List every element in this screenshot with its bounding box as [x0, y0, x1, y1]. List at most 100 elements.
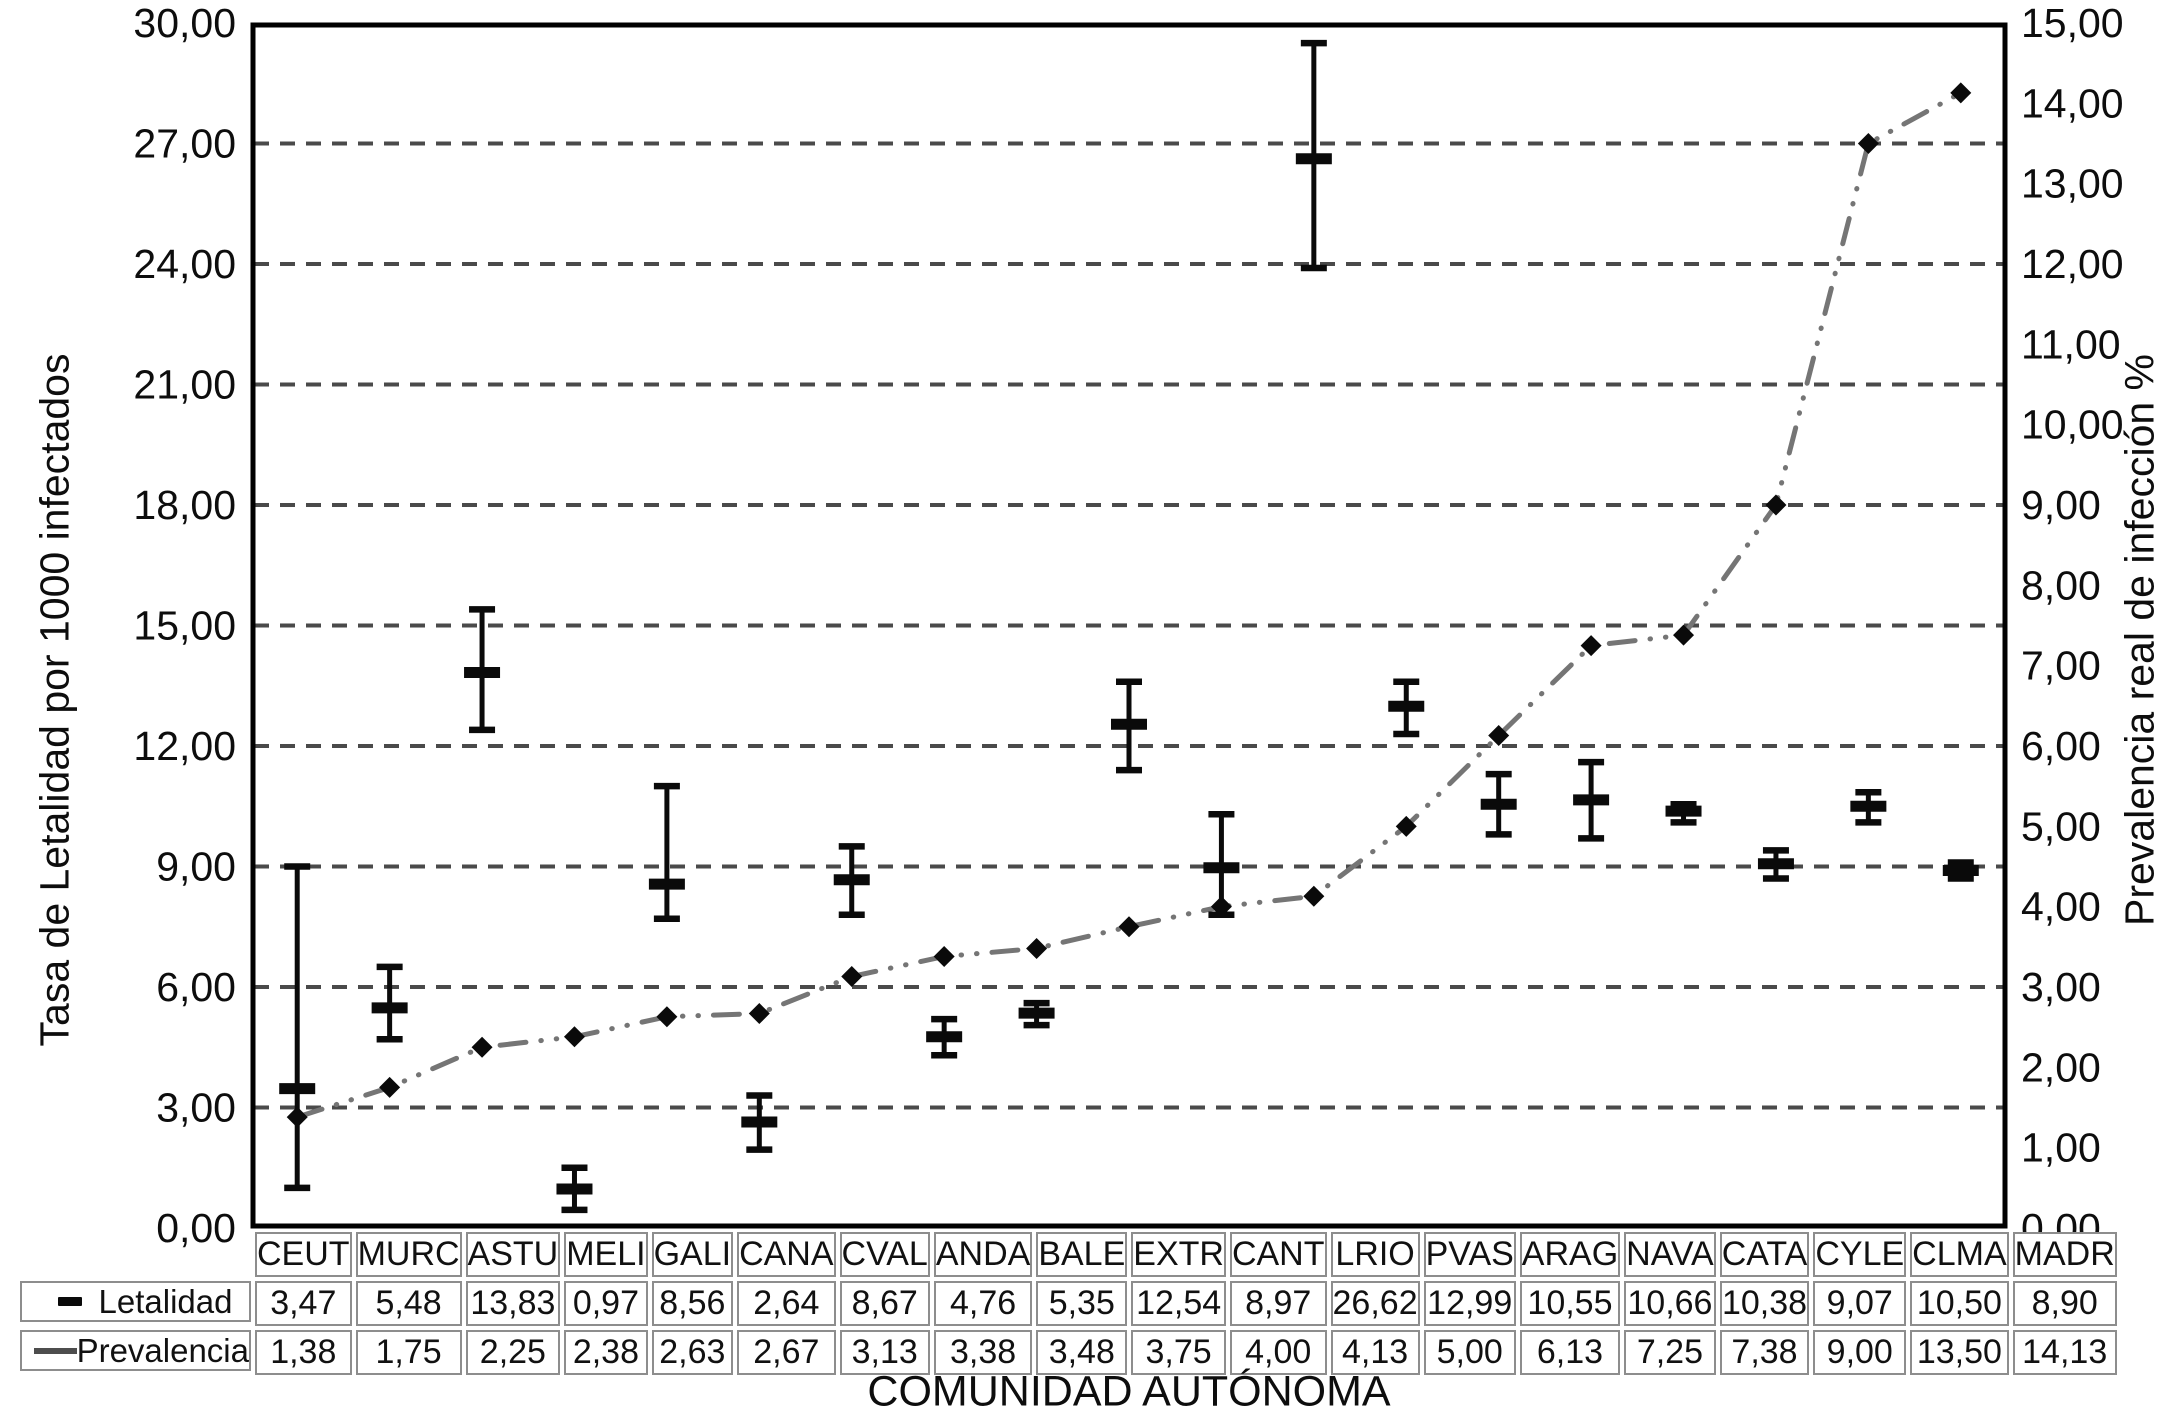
table-header-PVAS: PVAS: [1423, 1232, 1516, 1277]
table-header-MURC: MURC: [355, 1232, 462, 1277]
prevalencia-diamond-marker: [1950, 82, 1972, 104]
plot-border: [250, 22, 2008, 1229]
right-axis-tick-label: 11,00: [2021, 321, 2121, 367]
prevalencia-diamond-marker: [656, 1006, 678, 1028]
table-header-ASTU: ASTU: [465, 1232, 561, 1277]
right-axis-tick-label: 4,00: [2021, 884, 2101, 930]
table-value-prevalencia-GALI: 2,63: [651, 1330, 734, 1375]
left-axis-tick-label: 9,00: [156, 844, 236, 890]
prevalencia-line-diamond-dots-icon: [34, 1347, 77, 1354]
legend-label-letalidad: Letalidad: [98, 1282, 233, 1320]
table-value-letalidad-ASTU: 13,83: [465, 1281, 561, 1326]
left-axis-tick-label: 12,00: [133, 723, 236, 769]
letalidad-errorbar-BALE: [1018, 999, 1055, 1029]
left-axis-tick-label: 21,00: [133, 362, 236, 408]
table-header-CANT: CANT: [1229, 1232, 1327, 1277]
table-value-letalidad-PVAS: 12,99: [1423, 1281, 1516, 1326]
letalidad-errorbar-PVAS: [1388, 678, 1425, 738]
right-axis-title: Prevalencia real de infección %: [2116, 353, 2163, 927]
left-axis-tick-label: 30,00: [133, 0, 236, 46]
prevalencia-diamond-marker: [1488, 725, 1510, 747]
prevalencia-diamond-marker: [379, 1076, 401, 1098]
table-value-prevalencia-ARAG: 6,13: [1519, 1330, 1621, 1375]
data-table: CEUT MURC ASTU MELI GALI CANA CVAL ANDA BALE EXTR…: [20, 1232, 2117, 1375]
table-value-prevalencia-PVAS: 5,00: [1423, 1330, 1516, 1375]
right-axis-tick-label: 1,00: [2021, 1125, 2101, 1171]
letalidad-errorbar-GALI: [648, 782, 685, 922]
table-value-prevalencia-ANDA: 3,38: [933, 1330, 1033, 1375]
table-value-letalidad-LRIO: 26,62: [1330, 1281, 1420, 1326]
prevalencia-diamond-marker: [1118, 916, 1140, 938]
table-header-LRIO: LRIO: [1330, 1232, 1420, 1277]
table-value-letalidad-MELI: 0,97: [564, 1281, 648, 1326]
table-value-letalidad-GALI: 8,56: [651, 1281, 734, 1326]
table-header-CYLE: CYLE: [1813, 1232, 1907, 1277]
table-value-prevalencia-EXTR: 3,75: [1131, 1330, 1226, 1375]
prevalencia-diamond-marker: [1210, 896, 1232, 918]
table-value-letalidad-ANDA: 4,76: [933, 1281, 1033, 1326]
right-axis-tick-label: 10,00: [2021, 402, 2124, 448]
right-axis-tick-label: 13,00: [2021, 161, 2124, 207]
prevalencia-line: [294, 90, 1964, 1120]
prevalencia-diamond-marker: [1395, 815, 1417, 837]
legend-cell-letalidad: Letalidad: [20, 1281, 251, 1322]
table-value-prevalencia-BALE: 3,48: [1036, 1330, 1128, 1375]
letalidad-errorbar-MELI: [556, 1164, 593, 1214]
table-value-letalidad-CYLE: 9,07: [1813, 1281, 1907, 1326]
table-value-prevalencia-MURC: 1,75: [355, 1330, 462, 1375]
table-header-CVAL: CVAL: [839, 1232, 930, 1277]
letalidad-errorbar-CVAL: [833, 843, 870, 918]
right-axis-tick-label: 5,00: [2021, 803, 2101, 849]
table-value-letalidad-NAVA: 10,66: [1624, 1281, 1716, 1326]
letalidad-errorbar-NAVA: [1573, 758, 1610, 842]
right-axis-tick-label: 15,00: [2021, 0, 2124, 46]
prevalencia-diamond-marker: [1673, 624, 1695, 646]
prevalencia-diamond-marker: [748, 1003, 770, 1025]
table-value-letalidad-CANT: 8,97: [1229, 1281, 1327, 1326]
table-value-prevalencia-CANA: 2,67: [737, 1330, 836, 1375]
table-value-letalidad-BALE: 5,35: [1036, 1281, 1128, 1326]
left-axis-tick-label: 3,00: [156, 1085, 236, 1131]
table-value-letalidad-CEUT: 3,47: [255, 1281, 352, 1326]
table-value-prevalencia-CYLE: 9,00: [1813, 1330, 1907, 1375]
table-value-letalidad-CVAL: 8,67: [839, 1281, 930, 1326]
left-axis-title: Tasa de Letalidad por 1000 infectados: [31, 353, 78, 1047]
table-header-ANDA: ANDA: [933, 1232, 1033, 1277]
right-axis-tick-label: 9,00: [2021, 482, 2101, 528]
table-header-GALI: GALI: [651, 1232, 734, 1277]
prevalencia-diamond-marker: [1857, 133, 1879, 154]
letalidad-errorbar-CATA: [1665, 800, 1702, 826]
table-value-prevalencia-NAVA: 7,25: [1624, 1330, 1716, 1375]
table-header-MADR: MADR: [2012, 1232, 2117, 1277]
right-axis-tick-label: 12,00: [2021, 241, 2124, 287]
table-header-ARAG: ARAG: [1519, 1232, 1621, 1277]
letalidad-errorbar-CANA: [741, 1092, 778, 1153]
right-axis-tick-label: 6,00: [2021, 723, 2101, 769]
table-header-CANA: CANA: [737, 1232, 836, 1277]
letalidad-errorbar-ARAG: [1480, 770, 1517, 838]
right-axis-tick-label: 8,00: [2021, 562, 2101, 608]
table-value-letalidad-CLMA: 10,50: [1910, 1281, 2009, 1326]
right-axis-tick-label: 2,00: [2021, 1044, 2101, 1090]
left-axis-tick-label: 27,00: [133, 121, 236, 167]
table-value-letalidad-CATA: 10,38: [1719, 1281, 1810, 1326]
table-value-letalidad-CANA: 2,64: [737, 1281, 836, 1326]
table-value-letalidad-ARAG: 10,55: [1519, 1281, 1621, 1326]
prevalencia-diamond-marker: [563, 1026, 585, 1048]
legend-label-prevalencia: Prevalencia: [76, 1331, 249, 1369]
letalidad-errorbar-ASTU: [464, 606, 501, 734]
left-axis-tick-label: 15,00: [133, 603, 236, 649]
prevalencia-diamond-marker: [841, 966, 863, 988]
letalidad-errorbar-MURC: [371, 963, 408, 1043]
table-value-letalidad-MADR: 8,90: [2012, 1281, 2117, 1326]
table-value-letalidad-EXTR: 12,54: [1131, 1281, 1226, 1326]
table-value-prevalencia-CVAL: 3,13: [839, 1330, 930, 1375]
prevalencia-diamond-marker: [471, 1036, 493, 1058]
legend-cell-prevalencia: Prevalencia: [20, 1330, 251, 1371]
table-value-prevalencia-LRIO: 4,13: [1330, 1330, 1420, 1375]
table-header-MELI: MELI: [564, 1232, 648, 1277]
left-axis-tick-label: 18,00: [133, 482, 236, 528]
table-header-CATA: CATA: [1719, 1232, 1810, 1277]
